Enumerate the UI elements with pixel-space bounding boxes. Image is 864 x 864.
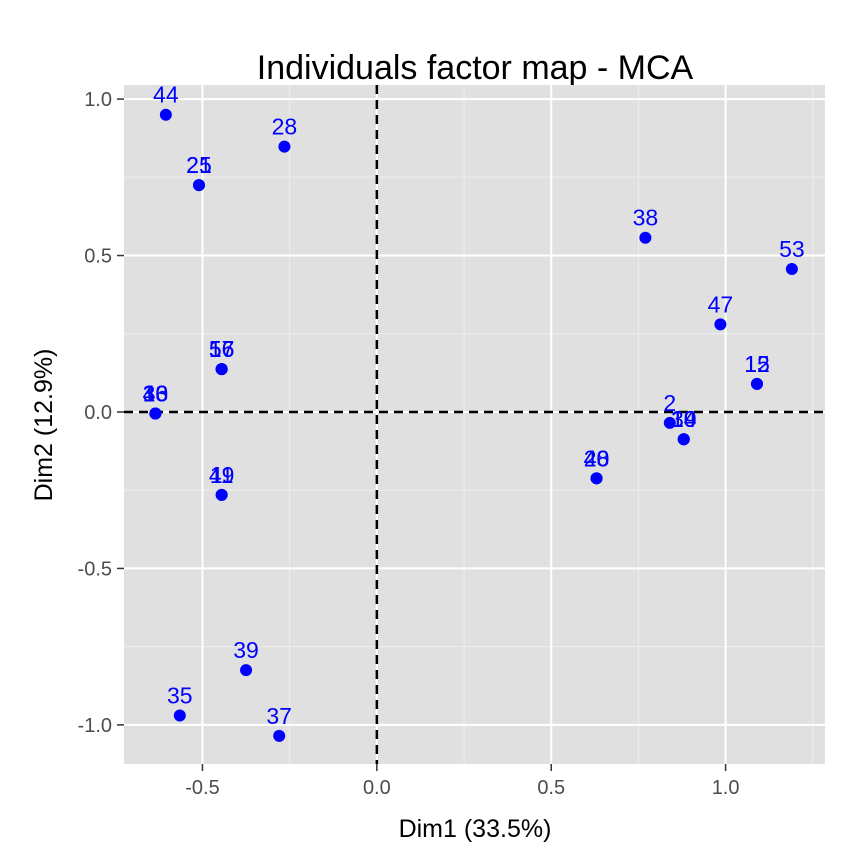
point-label: 16: [209, 336, 235, 362]
data-point: [159, 108, 172, 121]
data-point: [240, 664, 253, 677]
y-axis: -1.0 -0.5 0.0 0.5 1.0: [78, 89, 124, 737]
y-tick-label: 0.5: [84, 246, 112, 268]
data-points: [149, 108, 798, 742]
point-label: 19: [671, 406, 697, 432]
data-point: [149, 407, 162, 420]
major-gridlines: [124, 85, 825, 764]
point-label: 28: [272, 114, 298, 140]
data-point: [785, 262, 798, 275]
x-tick-label: 0.0: [363, 777, 391, 799]
data-point: [677, 433, 690, 446]
data-point: [192, 179, 205, 192]
point-label: 20: [584, 445, 610, 471]
point-label: 56: [209, 336, 235, 362]
data-point: [639, 231, 652, 244]
point-label: 10: [143, 381, 169, 407]
point-label: 40: [584, 445, 610, 471]
data-point: [273, 729, 286, 742]
point-label: 46: [143, 381, 169, 407]
data-point: [750, 377, 763, 390]
point-label: 39: [233, 637, 259, 663]
data-point: [590, 472, 603, 485]
point-label: 15: [744, 351, 770, 377]
data-point: [278, 140, 291, 153]
y-tick-label: 1.0: [84, 89, 112, 111]
y-tick-label: -0.5: [78, 558, 112, 580]
minor-gridlines: [124, 85, 825, 764]
point-label: 2: [663, 390, 676, 416]
point-label: 25: [186, 152, 212, 178]
point-label: 47: [708, 291, 734, 317]
data-point: [215, 363, 228, 376]
plot-panel: [124, 85, 825, 764]
point-label: 30: [671, 406, 697, 432]
x-tick-label: -0.5: [185, 777, 219, 799]
point-label: 35: [167, 683, 193, 709]
y-tick-label: -1.0: [78, 715, 112, 737]
point-label: 33: [143, 381, 169, 407]
data-point: [215, 488, 228, 501]
x-tick-label: 1.0: [712, 777, 740, 799]
y-axis-title: Dim2 (12.9%): [30, 349, 58, 502]
x-axis: -0.5 0.0 0.5 1.0: [185, 764, 740, 799]
data-point: [173, 709, 186, 722]
point-label: 12: [744, 351, 770, 377]
point-label: 11: [210, 462, 234, 488]
x-axis-title: Dim1 (33.5%): [399, 815, 552, 843]
y-tick-label: 0.0: [84, 402, 112, 424]
x-tick-label: 0.5: [537, 777, 565, 799]
point-label: 14: [671, 406, 697, 432]
reference-lines: [124, 85, 825, 764]
point-label: 53: [779, 236, 805, 262]
point-label: 49: [209, 462, 235, 488]
point-label: 37: [266, 703, 292, 729]
point-label: 38: [633, 205, 659, 231]
point-label: 21: [186, 152, 212, 178]
data-point: [663, 416, 676, 429]
point-label: 57: [209, 336, 235, 362]
data-point: [714, 318, 727, 331]
point-label: 48: [584, 445, 610, 471]
point-label: 44: [153, 82, 179, 108]
chart-title: Individuals factor map - MCA: [257, 49, 694, 87]
